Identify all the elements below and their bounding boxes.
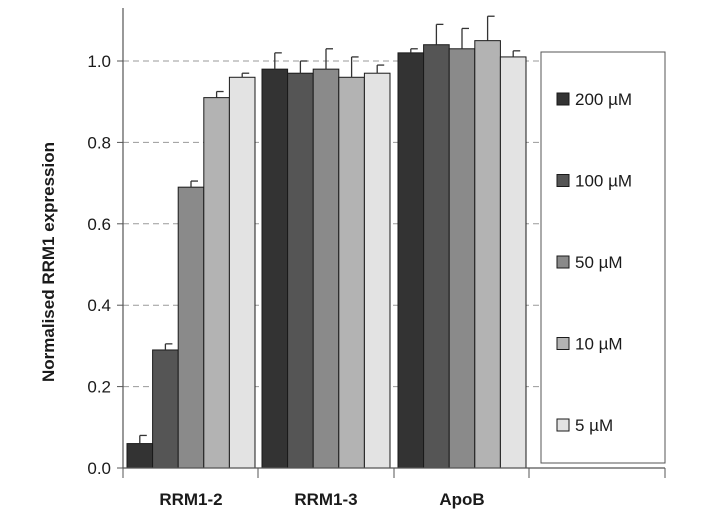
bar bbox=[203, 97, 230, 469]
legend-swatch bbox=[556, 92, 570, 106]
bar bbox=[152, 349, 179, 469]
legend-swatch bbox=[556, 337, 570, 350]
y-tick-label: 0.6 bbox=[87, 215, 111, 234]
bar bbox=[499, 56, 527, 469]
y-axis-title: Normalised RRM1 expression bbox=[39, 142, 58, 382]
bar bbox=[338, 76, 365, 469]
bar bbox=[448, 48, 476, 469]
legend-label: 5 µM bbox=[575, 416, 613, 435]
bar bbox=[397, 52, 425, 469]
bar bbox=[423, 44, 450, 469]
bar bbox=[363, 72, 391, 469]
x-category-label: RRM1-2 bbox=[159, 490, 222, 509]
bar bbox=[312, 68, 340, 469]
legend-swatch bbox=[556, 418, 570, 432]
legend-swatch bbox=[556, 174, 570, 187]
bar bbox=[261, 68, 289, 469]
y-tick-label: 0.0 bbox=[87, 459, 111, 478]
legend: 200 µM 100 µM 50 µM 10 µM 5 µM bbox=[540, 51, 666, 464]
axes: 0.0 0.2 0.4 0.6 0.8 1.0 RRM1-2 RRM1-3 ApoB bbox=[87, 8, 666, 509]
bars bbox=[126, 15, 527, 469]
bar bbox=[474, 40, 501, 469]
x-category-label: ApoB bbox=[439, 490, 484, 509]
legend-label: 50 µM bbox=[575, 253, 623, 272]
y-tick-label: 0.4 bbox=[87, 296, 111, 315]
legend-swatch bbox=[556, 255, 570, 269]
y-tick-label: 0.2 bbox=[87, 378, 111, 397]
bar bbox=[177, 186, 205, 469]
legend-label: 10 µM bbox=[575, 335, 623, 354]
bar bbox=[126, 443, 154, 469]
y-tick-label: 0.8 bbox=[87, 133, 111, 152]
legend-label: 200 µM bbox=[575, 90, 632, 109]
x-category-label: RRM1-3 bbox=[294, 490, 357, 509]
y-tick-label: 1.0 bbox=[87, 52, 111, 71]
legend-label: 100 µM bbox=[575, 172, 632, 191]
bar bbox=[228, 76, 256, 469]
bar bbox=[287, 72, 314, 469]
